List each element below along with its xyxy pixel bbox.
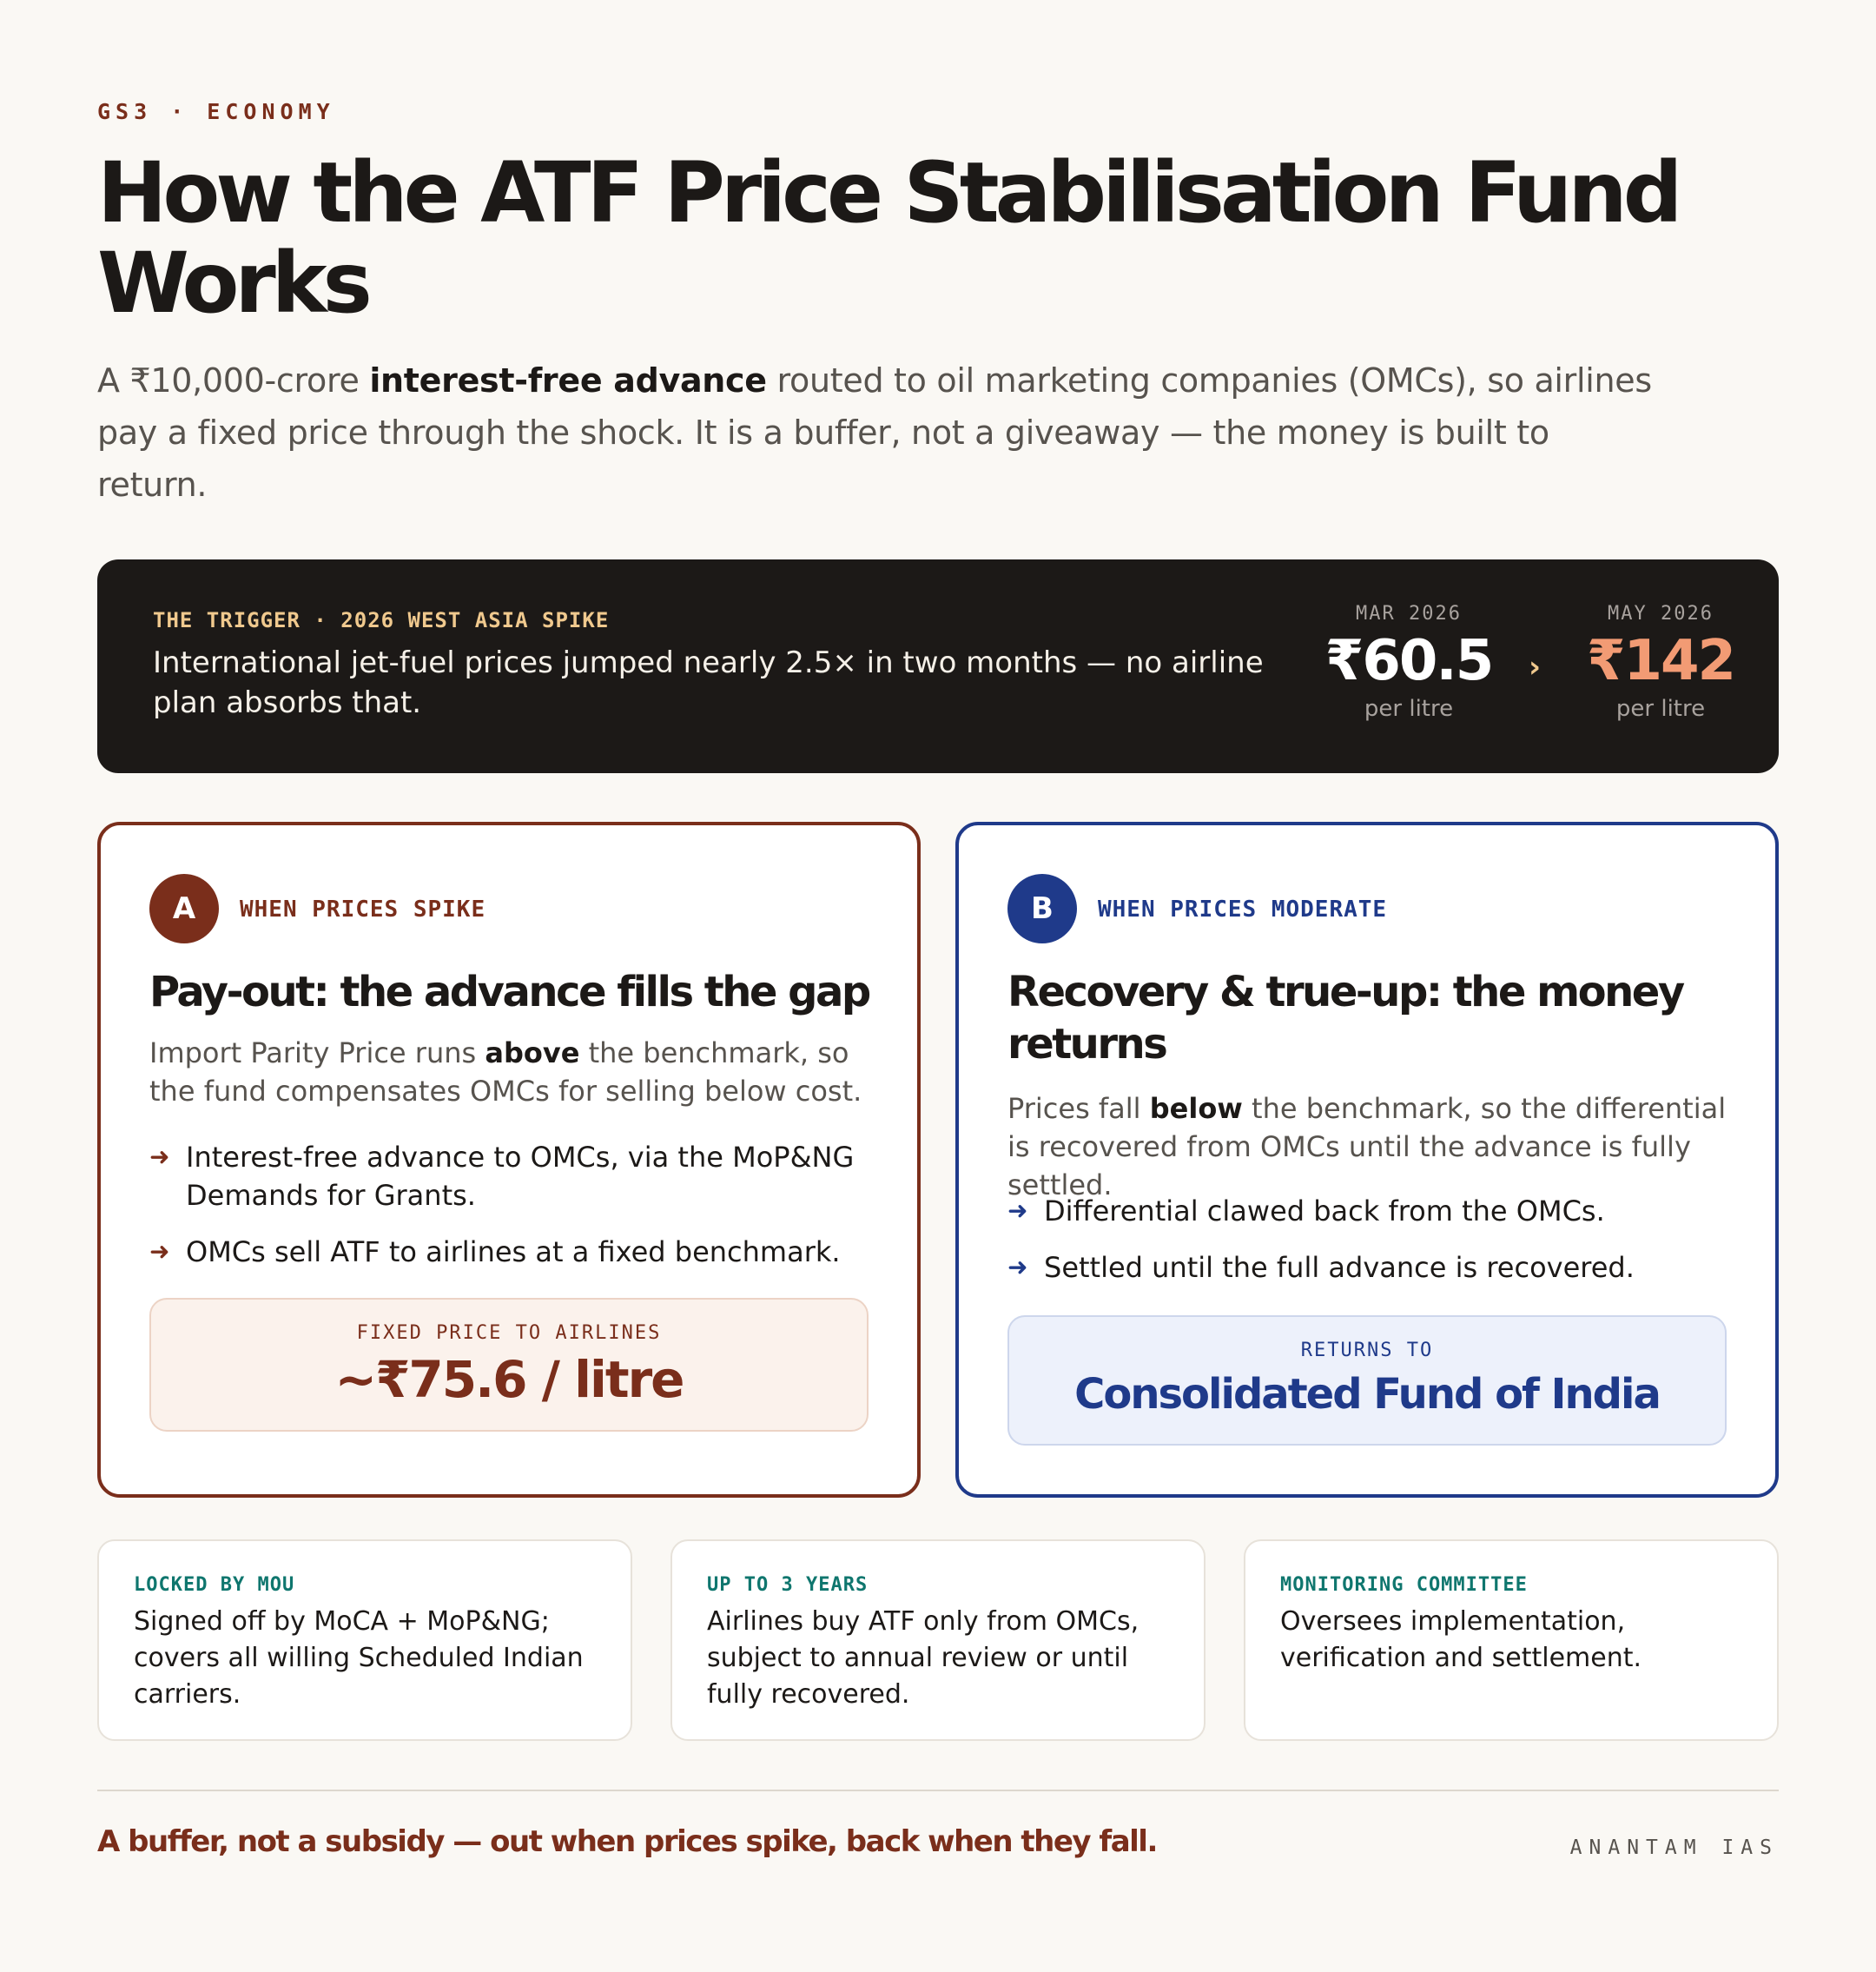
card-desc-emphasis: below — [1149, 1092, 1243, 1125]
lede-paragraph: A ₹10,000-crore interest-free advance ro… — [97, 354, 1652, 511]
page-title: How the ATF Price Stabilisation Fund Wor… — [97, 144, 1682, 332]
list-item: ➜ Differential clawed back from the OMCs. — [1007, 1192, 1737, 1230]
price-after-value: ₹142 — [1586, 629, 1736, 693]
card-badge: B — [1007, 874, 1077, 943]
fact-card-duration: UP TO 3 YEARS Airlines buy ATF only from… — [670, 1539, 1206, 1741]
card-prices-spike: A WHEN PRICES SPIKE Pay-out: the advance… — [97, 822, 921, 1498]
bullet-text: OMCs sell ATF to airlines at a fixed ben… — [186, 1235, 841, 1268]
returns-to-callout: RETURNS TO Consolidated Fund of India — [1007, 1315, 1727, 1446]
list-item: ➜ OMCs sell ATF to airlines at a fixed be… — [149, 1233, 879, 1271]
card-desc-before: Prices fall — [1007, 1092, 1150, 1125]
price-after-month: MAY 2026 — [1608, 603, 1714, 625]
card-bullet-list: ➜ Differential clawed back from the OMCs.… — [1007, 1192, 1737, 1305]
card-tag: WHEN PRICES SPIKE — [240, 897, 486, 923]
list-item: ➜ Settled until the full advance is recov… — [1007, 1248, 1737, 1287]
fact-text: Oversees implementation, verification an… — [1280, 1606, 1642, 1673]
card-desc-after: the benchmark, so the differential is re… — [1007, 1092, 1727, 1201]
price-before-value: ₹60.5 — [1324, 629, 1494, 693]
card-badge: A — [149, 874, 219, 943]
section-eyebrow: GS3 · ECONOMY — [97, 99, 335, 124]
price-before: MAR 2026 ₹60.5 per litre — [1305, 603, 1513, 722]
chevron-right-icon: › — [1529, 650, 1542, 685]
bullet-text: Interest-free advance to OMCs, via the M… — [186, 1141, 855, 1212]
price-before-month: MAR 2026 — [1356, 603, 1462, 625]
fact-text: Airlines buy ATF only from OMCs, subject… — [707, 1606, 1139, 1710]
card-title: Pay-out: the advance fills the gap — [149, 968, 871, 1016]
fact-card-mou: LOCKED BY MOU Signed off by MoCA + MoP&N… — [97, 1539, 632, 1741]
arrow-right-icon: ➜ — [1007, 1196, 1028, 1225]
price-before-unit: per litre — [1364, 696, 1454, 722]
bullet-text: Differential clawed back from the OMCs. — [1044, 1194, 1605, 1228]
footer-tagline: A buffer, not a subsidy — out when price… — [97, 1824, 1158, 1859]
fact-card-committee: MONITORING COMMITTEE Oversees implementa… — [1244, 1539, 1779, 1741]
card-bullet-list: ➜ Interest-free advance to OMCs, via the … — [149, 1138, 879, 1289]
card-tag: WHEN PRICES MODERATE — [1098, 897, 1388, 923]
trigger-banner: THE TRIGGER · 2026 WEST ASIA SPIKE Inter… — [97, 559, 1779, 773]
arrow-right-icon: ➜ — [149, 1237, 170, 1266]
fact-label: MONITORING COMMITTEE — [1280, 1574, 1528, 1596]
callout-value: Consolidated Fund of India — [1074, 1370, 1661, 1419]
price-after: MAY 2026 ₹142 per litre — [1556, 603, 1765, 722]
fact-text: Signed off by MoCA + MoP&NG; covers all … — [134, 1606, 584, 1710]
footer-divider — [97, 1790, 1779, 1791]
trigger-text: International jet-fuel prices jumped nea… — [153, 645, 1264, 720]
card-desc-emphasis: above — [485, 1036, 580, 1069]
bullet-text: Settled until the full advance is recove… — [1044, 1251, 1635, 1284]
lede-text-before: A ₹10,000-crore — [97, 361, 370, 400]
card-title: Recovery & true-up: the money returns — [1007, 968, 1685, 1069]
card-description: Import Parity Price runs above the bench… — [149, 1034, 879, 1110]
card-prices-moderate: B WHEN PRICES MODERATE Recovery & true-u… — [955, 822, 1779, 1498]
fact-label: UP TO 3 YEARS — [707, 1574, 869, 1596]
card-desc-after: the benchmark, so the fund compensates O… — [149, 1036, 862, 1108]
callout-value: ~₹75.6 / litre — [334, 1350, 684, 1409]
callout-label: FIXED PRICE TO AIRLINES — [356, 1322, 662, 1344]
lede-emphasis: interest-free advance — [369, 361, 767, 400]
callout-label: RETURNS TO — [1300, 1340, 1434, 1361]
card-desc-before: Import Parity Price runs — [149, 1036, 486, 1069]
fact-label: LOCKED BY MOU — [134, 1574, 295, 1596]
brand-wordmark: ANANTAM IAS — [1569, 1836, 1779, 1859]
arrow-right-icon: ➜ — [149, 1142, 170, 1171]
list-item: ➜ Interest-free advance to OMCs, via the … — [149, 1138, 879, 1214]
lede-text-after: routed to oil marketing companies (OMCs)… — [97, 361, 1652, 504]
price-after-unit: per litre — [1615, 696, 1706, 722]
trigger-tag: THE TRIGGER · 2026 WEST ASIA SPIKE — [153, 608, 610, 632]
fixed-price-callout: FIXED PRICE TO AIRLINES ~₹75.6 / litre — [149, 1298, 869, 1432]
card-description: Prices fall below the benchmark, so the … — [1007, 1089, 1737, 1204]
arrow-right-icon: ➜ — [1007, 1253, 1028, 1281]
